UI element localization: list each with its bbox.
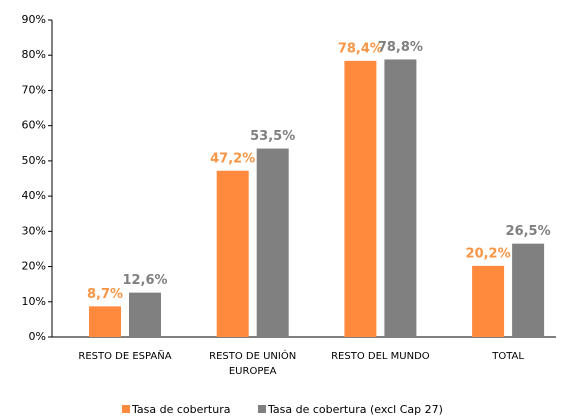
x-tick-label: RESTO DE ESPAÑA xyxy=(78,351,172,362)
y-tick-label: 60% xyxy=(22,119,46,132)
data-label: 53,5% xyxy=(250,129,295,144)
y-tick-label: 10% xyxy=(22,295,46,308)
y-tick-label: 0% xyxy=(29,330,46,343)
bar xyxy=(129,292,161,337)
bar xyxy=(512,243,545,337)
bar xyxy=(89,306,121,337)
bar xyxy=(256,148,289,337)
data-label: 8,7% xyxy=(87,287,123,302)
legend-swatch xyxy=(258,405,266,413)
data-label: 47,2% xyxy=(210,151,255,166)
x-tick-label: TOTAL xyxy=(492,351,524,362)
data-label: 26,5% xyxy=(506,224,551,239)
legend-label: Tasa de cobertura (excl Cap 27) xyxy=(267,403,443,416)
x-tick-label: RESTO DEL MUNDO xyxy=(331,351,430,362)
legend-swatch xyxy=(122,405,130,413)
data-label: 78,8% xyxy=(378,40,423,55)
bar xyxy=(344,60,377,337)
bar xyxy=(472,265,505,337)
data-label: 20,2% xyxy=(466,246,511,261)
bar xyxy=(216,170,249,337)
y-tick-label: 50% xyxy=(22,154,46,167)
x-tick-label: RESTO DE UNIÓN EUROPEA xyxy=(209,351,297,377)
bar xyxy=(384,59,417,338)
data-label: 78,4% xyxy=(338,41,383,56)
y-tick-label: 20% xyxy=(22,260,46,273)
y-tick-label: 30% xyxy=(22,224,46,237)
legend-label: Tasa de cobertura xyxy=(131,403,230,416)
y-tick-label: 90% xyxy=(22,13,46,26)
y-tick-label: 40% xyxy=(22,189,46,202)
data-label: 12,6% xyxy=(122,273,167,288)
y-tick-label: 80% xyxy=(22,48,46,61)
y-tick-label: 70% xyxy=(22,83,46,96)
